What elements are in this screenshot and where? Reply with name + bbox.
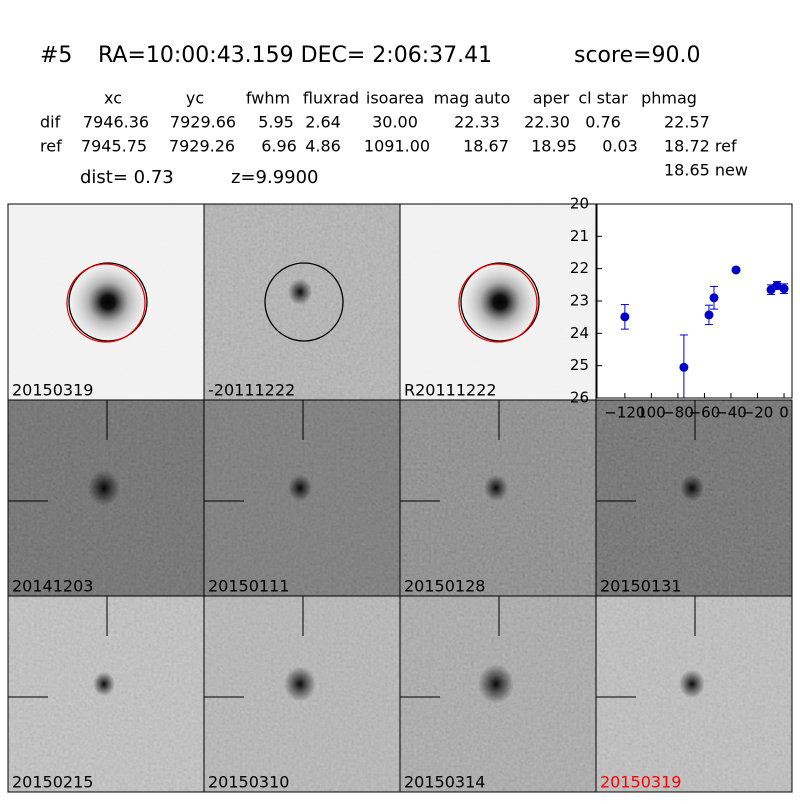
y-tick-label: 24 — [570, 324, 589, 342]
redshift: z=9.9900 — [231, 167, 319, 188]
x-tick-label: 0 — [779, 404, 789, 422]
panel-label: 20150215 — [12, 773, 93, 792]
cell: 6.96 — [261, 137, 297, 156]
aperture — [460, 262, 540, 342]
cell: 30.00 — [372, 113, 418, 132]
panel-label: 20150314 — [404, 773, 485, 792]
x-tick-label: −40 — [715, 404, 747, 422]
cell: 22.30 — [524, 113, 570, 132]
column-header: cl star — [578, 89, 628, 108]
panel-label: 20141203 — [12, 577, 93, 596]
x-tick-label: 100 — [637, 404, 666, 422]
source — [680, 474, 704, 502]
point — [679, 362, 689, 372]
panel-label: 20150128 — [404, 577, 485, 596]
panels: 20150319 -20111222 R20111222 20141203 201501… — [7, 203, 793, 793]
cell: 18.72 ref — [664, 137, 737, 156]
column-header: yc — [186, 89, 204, 108]
cell: 1091.00 — [364, 137, 430, 156]
panel-label: 20150319 — [12, 381, 93, 400]
dist: dist= 0.73 — [80, 167, 174, 188]
cell: 22.57 — [664, 113, 710, 132]
source — [679, 669, 705, 699]
aperture-ref — [458, 263, 538, 343]
galaxy — [455, 257, 545, 347]
panel-label: 20150319 — [600, 773, 681, 792]
header-score: score=90.0 — [574, 43, 701, 68]
source — [478, 664, 514, 704]
header-id: #5 — [40, 43, 72, 68]
source — [484, 474, 508, 502]
cell: 7929.26 — [169, 137, 235, 156]
x-tick-label: −20 — [742, 404, 774, 422]
point — [709, 293, 719, 303]
column-header: fwhm — [246, 89, 290, 108]
source — [284, 666, 316, 702]
x-tick-label: −80 — [662, 404, 694, 422]
galaxy — [63, 257, 153, 347]
column-header: fluxrad — [303, 89, 359, 108]
panel-label: 20150310 — [208, 773, 289, 792]
point — [731, 265, 741, 275]
column-header: isoarea — [366, 89, 424, 108]
panel-frame — [595, 595, 793, 793]
point — [620, 312, 630, 322]
cell: 22.33 — [454, 113, 500, 132]
source — [93, 671, 115, 697]
point — [779, 284, 789, 294]
y-tick-label: 20 — [570, 195, 589, 213]
y-tick-label: 22 — [570, 259, 589, 277]
row-label: dif — [40, 113, 61, 132]
cell: 5.95 — [258, 113, 294, 132]
cell: 7946.36 — [83, 113, 149, 132]
new-mag: 18.65 new — [664, 161, 748, 180]
y-tick-label: 23 — [570, 292, 589, 310]
cell: 0.03 — [602, 137, 638, 156]
source — [88, 470, 120, 506]
aperture-ref — [66, 263, 146, 343]
panel-label: 20150111 — [208, 577, 289, 596]
cell: 0.76 — [585, 113, 621, 132]
point — [772, 280, 782, 290]
table: xc yc fwhm fluxrad isoarea mag auto aper cl sta… — [40, 89, 737, 156]
column-header: xc — [104, 89, 122, 108]
source — [288, 474, 312, 502]
panel-label: -20111222 — [208, 381, 295, 400]
aperture — [68, 262, 148, 342]
aperture — [264, 262, 344, 342]
x-tick-label: −120 — [604, 404, 645, 422]
y-tick-label: 21 — [570, 227, 589, 245]
y-tick-label: 26 — [570, 389, 589, 407]
column-header: aper — [533, 89, 570, 108]
cell: 18.67 — [463, 137, 509, 156]
cell: 4.86 — [305, 137, 341, 156]
column-header: phmag — [641, 89, 697, 108]
cell: 7945.75 — [81, 137, 147, 156]
panel-label: R20111222 — [404, 381, 497, 400]
header-coords: RA=10:00:43.159 DEC= 2:06:37.41 — [98, 43, 492, 68]
column-header: mag auto — [434, 89, 511, 108]
cell: 18.95 — [531, 137, 577, 156]
x-tick-label: −60 — [689, 404, 721, 422]
row-label: ref — [40, 137, 62, 156]
point — [704, 310, 714, 320]
cell: 2.64 — [305, 113, 341, 132]
y-tick-label: 25 — [570, 356, 589, 374]
panel-label: 20150131 — [600, 577, 681, 596]
cell: 7929.66 — [170, 113, 236, 132]
plot-area — [596, 203, 793, 399]
source — [288, 278, 312, 306]
